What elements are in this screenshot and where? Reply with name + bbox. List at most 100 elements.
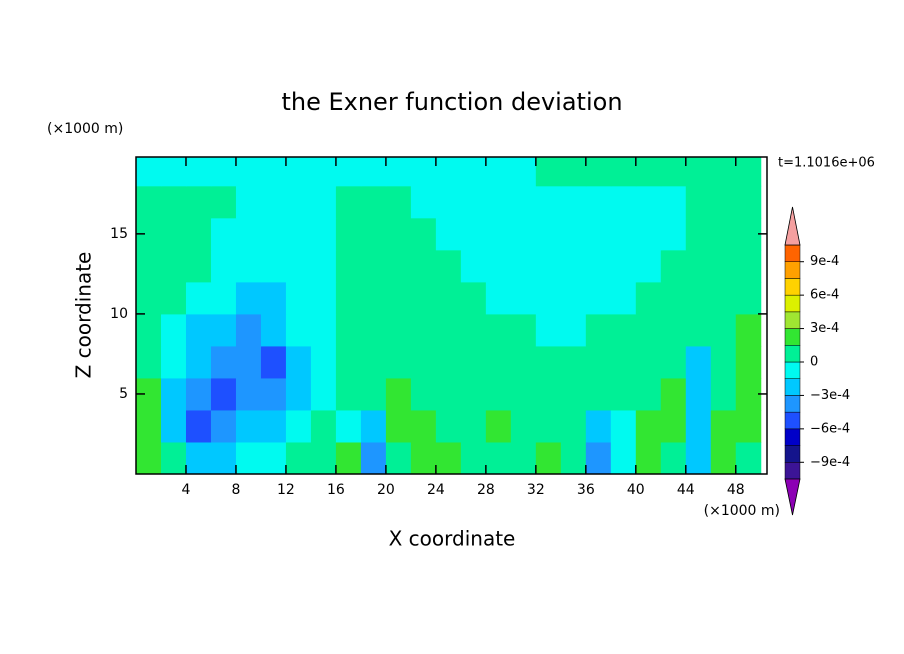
x-tick-label: 36 [577, 482, 595, 498]
colorbar-tick-label: 0 [810, 355, 818, 370]
colorbar-box [784, 462, 801, 480]
contour-cell [136, 345, 162, 379]
contour-cell [585, 409, 612, 443]
contour-cell [410, 281, 437, 315]
contour-cell [660, 313, 687, 347]
contour-cell [735, 313, 762, 347]
contour-cell [360, 345, 387, 379]
contour-cell [335, 313, 362, 347]
contour-cell [460, 313, 487, 347]
contour-cell [660, 249, 687, 283]
contour-cell [660, 157, 687, 187]
contour-cell [210, 377, 237, 411]
contour-cell [485, 441, 512, 474]
contour-cell [310, 249, 337, 283]
contour-cell [685, 313, 712, 347]
contour-cell [685, 345, 712, 379]
contour-cell [335, 409, 362, 443]
contour-cell [310, 313, 337, 347]
contour-cell [610, 157, 637, 187]
x-tick-label: 8 [231, 482, 240, 498]
x-tick-label: 32 [527, 482, 545, 498]
contour-cell [735, 441, 762, 474]
colorbar-box [784, 311, 801, 329]
contour-cell [285, 217, 312, 251]
contour-cell [585, 345, 612, 379]
contour-cell [485, 185, 512, 219]
y-tick-label: 5 [119, 386, 128, 402]
contour-cell [310, 345, 337, 379]
contour-cell [160, 345, 187, 379]
contour-cell [185, 157, 212, 187]
contour-cell [185, 249, 212, 283]
contour-cell [335, 249, 362, 283]
contour-cell [635, 377, 662, 411]
contour-cell [635, 249, 662, 283]
contour-cell [136, 249, 162, 283]
contour-cell [136, 313, 162, 347]
contour-cell [260, 217, 287, 251]
contour-cell [235, 185, 262, 219]
contour-cell [235, 157, 262, 187]
contour-cell [535, 313, 562, 347]
contour-cell [285, 249, 312, 283]
contour-cell [435, 313, 462, 347]
x-tick-label: 40 [627, 482, 645, 498]
contour-cell [510, 249, 537, 283]
contour-cell [235, 377, 262, 411]
contour-cell [235, 249, 262, 283]
contour-cell [310, 281, 337, 315]
contour-cell [160, 313, 187, 347]
x-tick-label: 16 [327, 482, 345, 498]
contour-cell [385, 249, 412, 283]
contour-cell [160, 409, 187, 443]
contour-cell [685, 217, 712, 251]
contour-cell [136, 157, 162, 187]
contour-cell [235, 345, 262, 379]
contour-cell [210, 441, 237, 474]
contour-cell [710, 185, 737, 219]
x-tick-label: 28 [477, 482, 495, 498]
contour-cell [560, 441, 587, 474]
contour-cell [260, 185, 287, 219]
contour-cell [260, 313, 287, 347]
contour-cell [685, 441, 712, 474]
contour-cell [285, 313, 312, 347]
contour-cell [136, 185, 162, 219]
contour-cell [335, 281, 362, 315]
contour-cell [585, 217, 612, 251]
contour-cell [410, 441, 437, 474]
contour-cell [585, 281, 612, 315]
contour-cell [335, 377, 362, 411]
contour-cell [660, 281, 687, 315]
contour-cell [535, 157, 562, 187]
colorbar-over [784, 206, 801, 246]
contour-cell [410, 313, 437, 347]
contour-cell [435, 185, 462, 219]
contour-cell [485, 345, 512, 379]
contour-cell [635, 157, 662, 187]
contour-cell [460, 441, 487, 474]
contour-cell [710, 281, 737, 315]
contour-cell [435, 345, 462, 379]
contour-cell [710, 409, 737, 443]
contour-cell [210, 281, 237, 315]
contour-cell [560, 377, 587, 411]
y-axis-label: Z coordinate [72, 252, 96, 379]
contour-cell [160, 441, 187, 474]
colorbar-box [784, 378, 801, 396]
contour-cell [136, 441, 162, 474]
contour-cell [385, 441, 412, 474]
contour-cell [610, 281, 637, 315]
colorbar-box [784, 445, 801, 463]
contour-cell [510, 157, 537, 187]
contour-cell [485, 157, 512, 187]
contour-cell [360, 441, 387, 474]
contour-cell [510, 185, 537, 219]
contour-cell [635, 441, 662, 474]
contour-cell [185, 313, 212, 347]
contour-cell [136, 409, 162, 443]
contour-cell [610, 377, 637, 411]
colorbar-box [784, 261, 801, 279]
contour-cell [385, 377, 412, 411]
